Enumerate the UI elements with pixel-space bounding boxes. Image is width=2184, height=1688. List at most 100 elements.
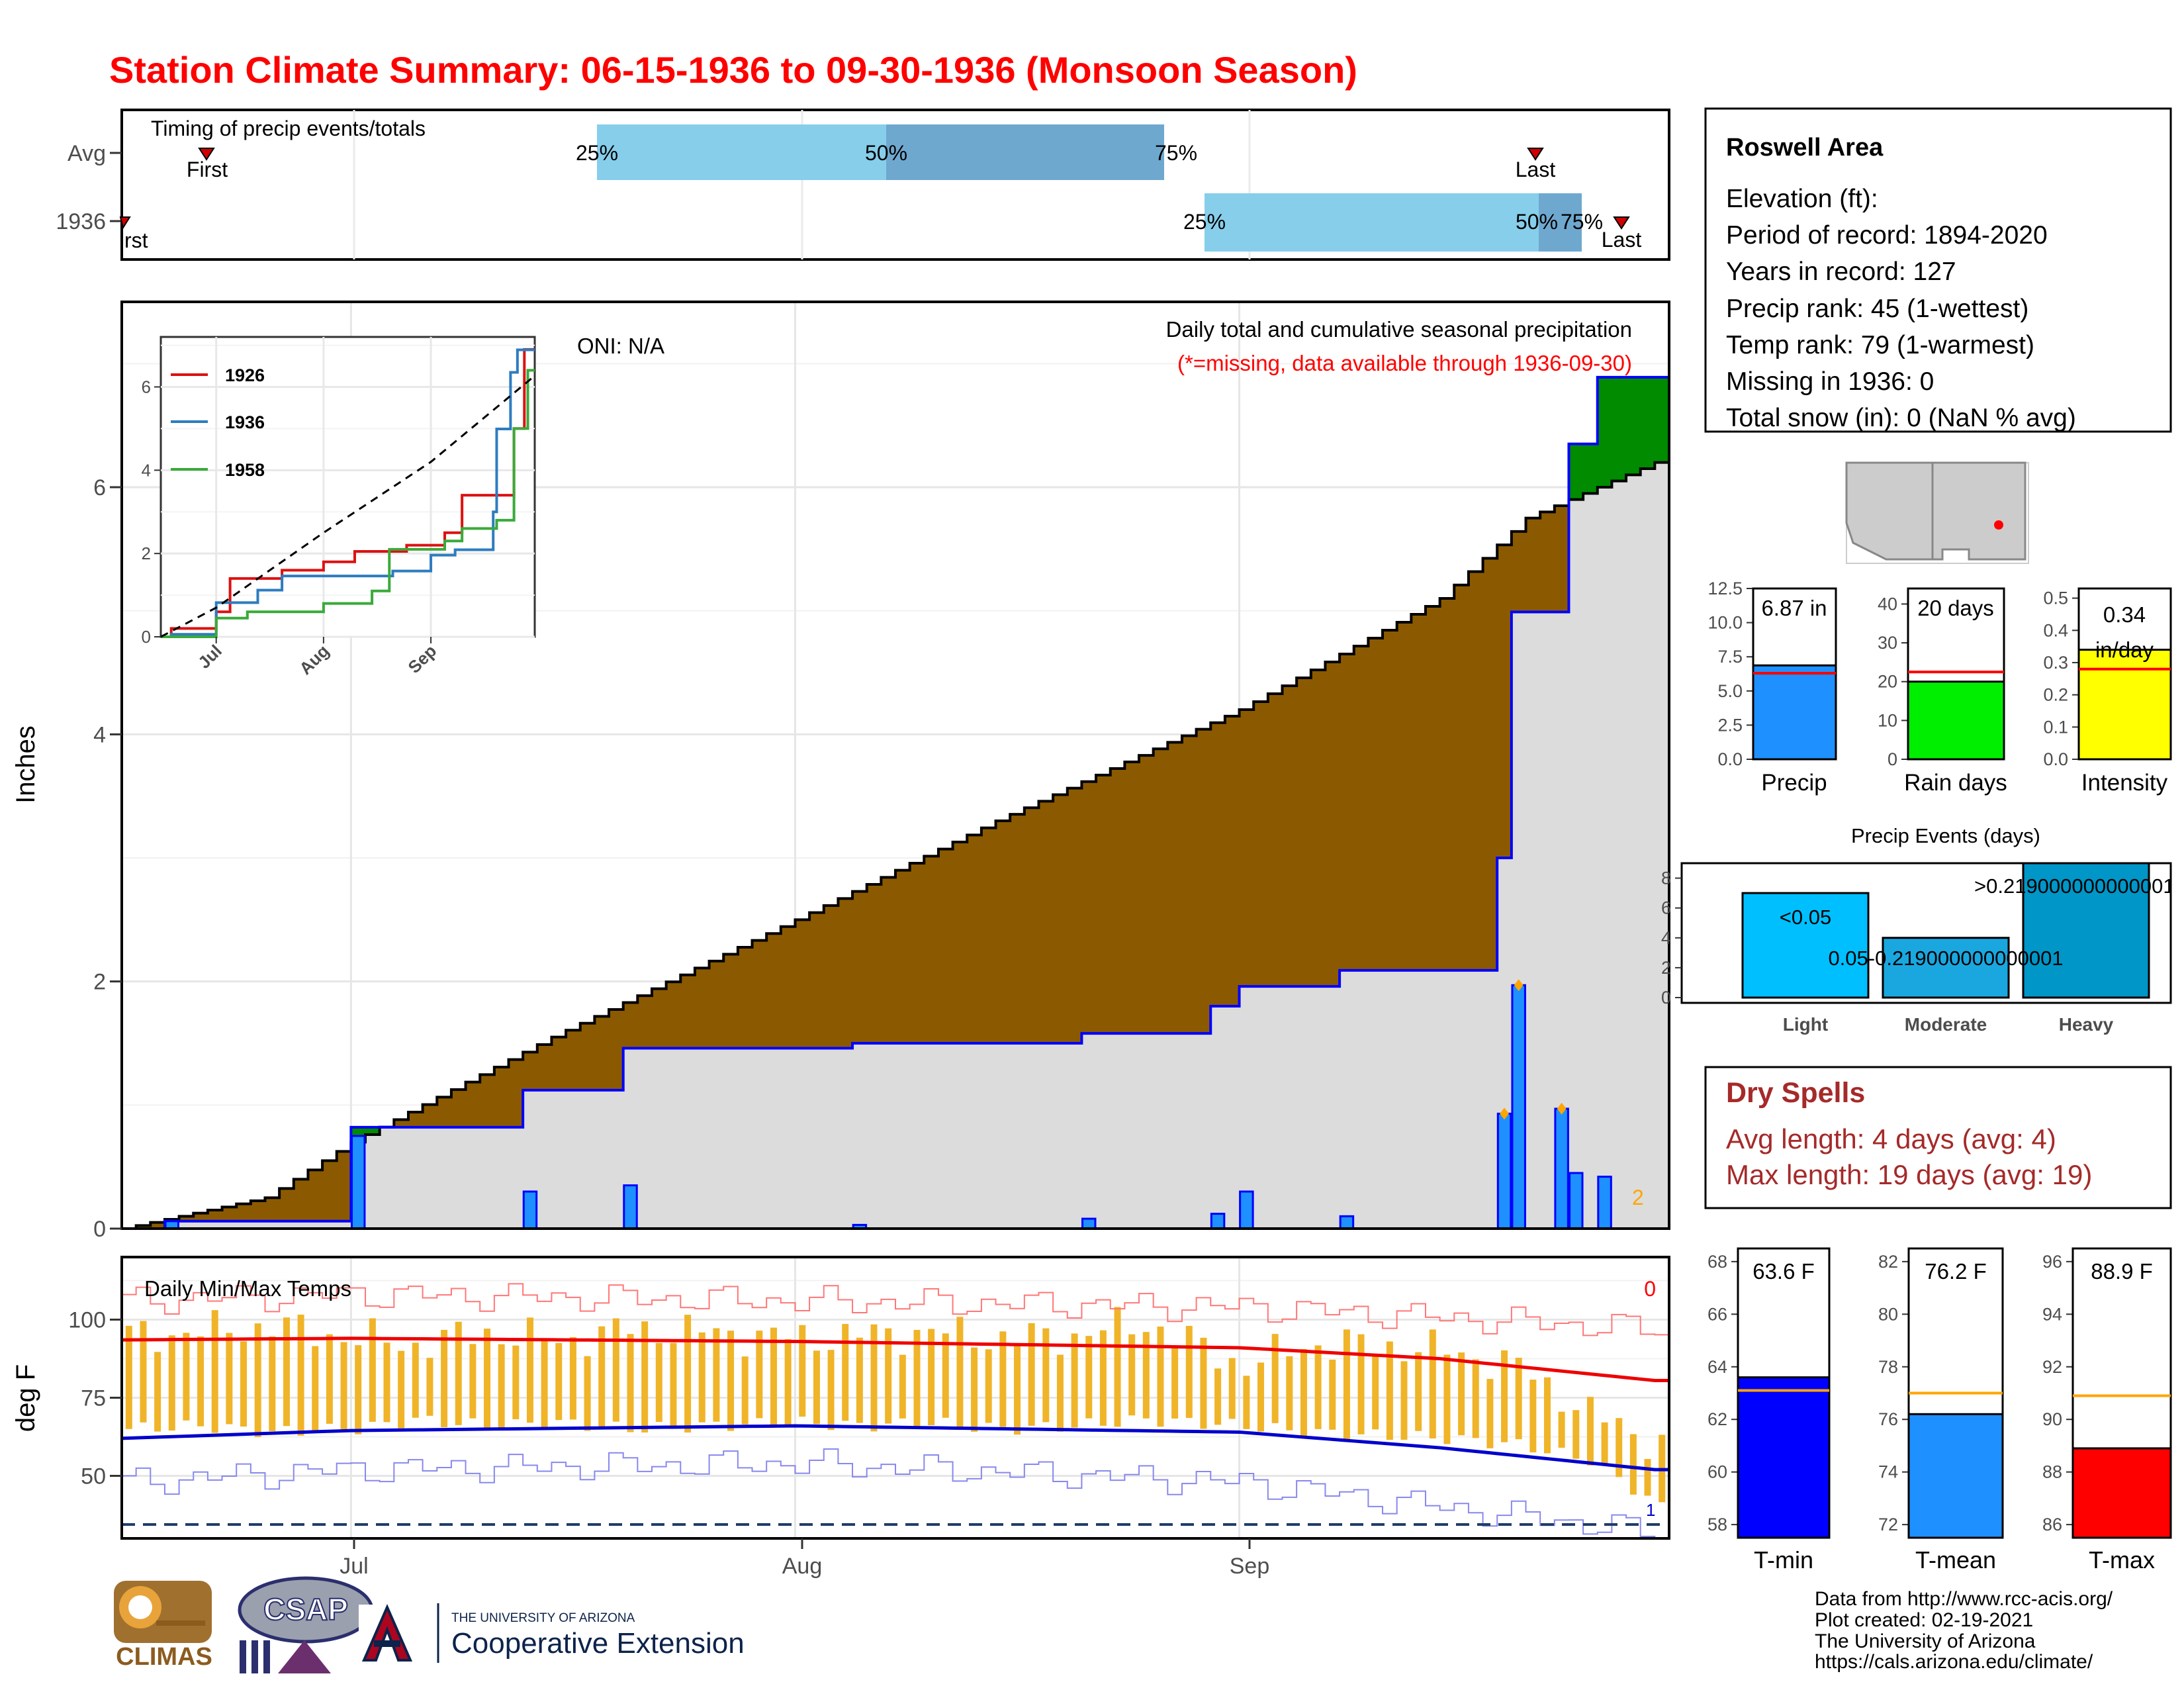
summary-intensity-unit: in/day	[2095, 637, 2154, 662]
temp-summary-ytick-label: 80	[1878, 1304, 1898, 1324]
precip-events-title: Precip Events (days)	[1851, 824, 2040, 847]
daily-temp-bar	[355, 1345, 362, 1434]
daily-temp-bar	[1615, 1418, 1623, 1477]
daily-temp-bar	[799, 1325, 806, 1417]
info-temp-rank: Temp rank: 79 (1-warmest)	[1726, 331, 2034, 359]
daily-temp-bar	[1501, 1350, 1508, 1442]
temp-ytick-label: 75	[81, 1386, 106, 1411]
daily-temp-bar	[1644, 1459, 1651, 1496]
daily-temp-bar	[555, 1342, 563, 1421]
state-az	[1845, 461, 1934, 561]
avg-first-marker	[198, 148, 215, 161]
daily-temp-bar	[1200, 1337, 1207, 1429]
tmin-bar	[1737, 1376, 1831, 1539]
summary-ytick-label: 5.0	[1717, 681, 1743, 701]
daily-temp-bar	[655, 1342, 662, 1423]
daily-temp-bar	[1486, 1379, 1494, 1448]
daily-temp-bar	[1171, 1345, 1179, 1419]
x-axis: Jul Aug Sep	[340, 1538, 1269, 1579]
daily-temp-bar	[827, 1350, 835, 1430]
station-name: Roswell Area	[1726, 134, 1884, 162]
tmax-bar	[2071, 1447, 2172, 1539]
summary-ytick-label: 7.5	[1717, 647, 1743, 667]
daily-temp-bar	[1099, 1330, 1107, 1426]
avg-q50-q75-bar	[886, 124, 1164, 180]
daily-temp-bar	[942, 1333, 949, 1418]
daily-temp-bar	[226, 1333, 233, 1425]
year-last-marker	[1613, 216, 1630, 230]
daily-temp-bar	[999, 1331, 1007, 1427]
dry-spells-frame	[1704, 1066, 2172, 1209]
temp-summary-ytick-label: 58	[1707, 1515, 1727, 1534]
daily-temp-bar	[1286, 1356, 1293, 1430]
info-years: Years in record: 127	[1726, 258, 1956, 286]
temp-summary-ytick-label: 82	[1878, 1252, 1898, 1272]
year-first-marker	[119, 216, 131, 230]
daily-precip-marker	[1500, 1107, 1510, 1120]
footer-org: The University of Arizona	[1815, 1630, 2036, 1652]
timing-panel-label: Timing of precip events/totals	[151, 117, 426, 140]
daily-temp-bar	[383, 1342, 390, 1423]
daily-temp-bar	[211, 1310, 218, 1433]
daily-precip-bar	[522, 1190, 538, 1230]
temp-ytick-label: 100	[68, 1307, 106, 1333]
summary-ytick-label: 0.0	[1717, 749, 1743, 769]
year-last-label: Last	[1602, 228, 1642, 252]
precip-events-bars	[1741, 862, 2150, 999]
climas-logo[interactable]: CLIMAS	[114, 1581, 212, 1671]
daily-temp-bar	[928, 1329, 935, 1426]
daily-precip-bar	[1569, 1172, 1584, 1230]
pe-ytick-label: 8	[1661, 868, 1671, 888]
inset-ytick-label: 6	[142, 377, 151, 397]
daily-temp-bar	[1515, 1358, 1522, 1440]
pe-ytick-label: 0	[1661, 988, 1671, 1008]
daily-temp-bar	[1271, 1334, 1279, 1423]
inset-grid	[161, 337, 535, 638]
temp-grid	[122, 1257, 1669, 1538]
avg-q75-label: 75%	[1155, 141, 1197, 165]
summary-ytick-label: 0	[1888, 749, 1897, 769]
inset-average-line	[160, 377, 532, 638]
year-first-label-clipped: rst	[124, 228, 148, 252]
year-q50-q75-bar	[1539, 193, 1582, 252]
daily-temp-bar	[899, 1354, 906, 1419]
daily-temp-bar	[312, 1346, 319, 1434]
precip-corner-count: 2	[1632, 1186, 1644, 1209]
temp-summary-ytick-label: 64	[1707, 1357, 1727, 1377]
dry-spells-avg: Avg length: 4 days (avg: 4)	[1726, 1123, 2056, 1154]
summary-ytick-label: 12.5	[1707, 579, 1743, 598]
temp-summary-ytick-label: 86	[2042, 1515, 2062, 1534]
daily-temp-bar	[269, 1336, 276, 1432]
precip-panel: 0 2 4 6 Inches ONI: N/A Daily total and cum…	[11, 301, 1670, 1242]
daily-temp-bar	[670, 1342, 677, 1427]
tmax-label: T-max	[2089, 1546, 2155, 1573]
ua-cooperative-extension-logo[interactable]: THE UNIVERSITY OF ARIZONA Cooperative Ex…	[359, 1603, 745, 1663]
precip-heading: Daily total and cumulative seasonal prec…	[1166, 317, 1632, 342]
summary-intensity-value: 0.34	[2103, 602, 2146, 627]
daily-temp-bar	[398, 1350, 405, 1429]
daily-temp-bar	[254, 1323, 261, 1437]
pe-ytick-label: 4	[1661, 928, 1671, 948]
daily-temp-bar	[340, 1342, 347, 1431]
temp-summary-ytick-label: 62	[1707, 1409, 1727, 1429]
dry-spells-max: Max length: 19 days (avg: 19)	[1726, 1159, 2092, 1190]
tmin-value: 63.6 F	[1752, 1259, 1815, 1284]
daily-temp-bar	[741, 1356, 749, 1425]
precip-ylabel: Inches	[11, 726, 40, 804]
pe-label-heavy: >0.219000000000001	[1974, 874, 2175, 898]
daily-temp-bar	[455, 1321, 462, 1425]
oni-label: ONI: N/A	[577, 334, 664, 358]
pe-label-moderate: 0.05-0.219000000000001	[1828, 947, 2063, 970]
station-info-box: Roswell Area Elevation (ft): Period of r…	[1704, 107, 2172, 433]
daily-temp-bar	[612, 1318, 619, 1422]
daily-temp-bar	[1085, 1336, 1093, 1419]
daily-temp-bar	[484, 1329, 491, 1429]
inset-ytick-label: 4	[142, 460, 151, 480]
avg-q50-label: 50%	[865, 141, 907, 165]
csap-logo[interactable]: CSAP	[238, 1576, 374, 1673]
daily-temp-bars	[125, 1307, 1666, 1503]
daily-temp-bar	[598, 1326, 606, 1428]
temp-corner-count: 0	[1644, 1277, 1656, 1301]
daily-precip-bar	[1081, 1217, 1097, 1230]
